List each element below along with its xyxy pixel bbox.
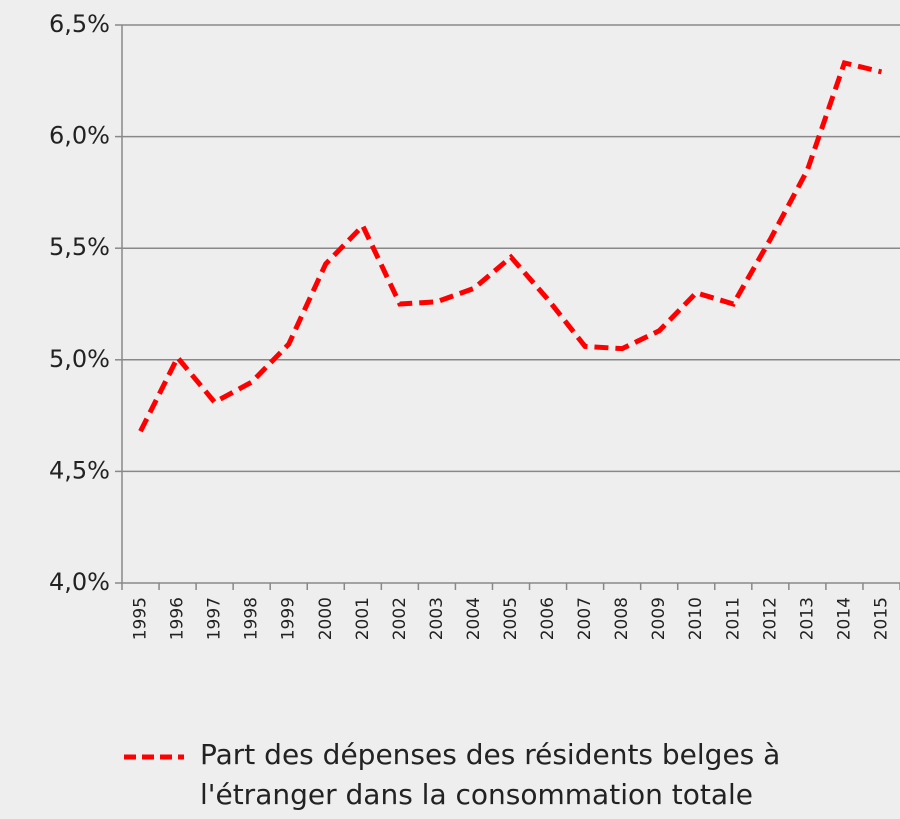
x-tick-label: 2015 <box>871 597 891 640</box>
x-tick-label: 2005 <box>501 597 521 640</box>
legend: Part des dépenses des résidents belges à… <box>120 735 840 815</box>
legend-swatch-box <box>124 754 184 760</box>
y-tick-label: 5,0% <box>49 345 110 373</box>
x-tick-label: 2006 <box>538 597 558 640</box>
x-tick-label: 2000 <box>316 597 336 640</box>
x-tick-label: 2014 <box>834 597 854 640</box>
x-tick-label: 2001 <box>353 597 373 640</box>
y-tick-label: 4,5% <box>49 456 110 484</box>
x-tick-label: 2008 <box>612 597 632 640</box>
x-tick-label: 2009 <box>649 597 669 640</box>
x-tick-label: 2002 <box>390 597 410 640</box>
x-tick-label: 2011 <box>723 597 743 640</box>
y-tick-label: 6,5% <box>49 10 110 38</box>
x-tick-label: 1998 <box>242 597 262 640</box>
x-tick-label: 2007 <box>575 597 595 640</box>
data-line <box>138 59 883 433</box>
x-tick-label: 1997 <box>205 597 225 640</box>
x-tick-label: 2010 <box>686 597 706 640</box>
x-tick-label: 1996 <box>168 597 188 640</box>
x-tick-label: 2013 <box>797 597 817 640</box>
x-tick-label: 1999 <box>279 597 299 640</box>
y-tick-label: 5,5% <box>49 233 110 261</box>
chart: 4,0% 4,5% 5,0% 5,5% 6,0% 6,5% 1995 1996 1997 1998… <box>49 10 900 640</box>
x-tick-label: 2003 <box>427 597 447 640</box>
x-tick-label: 2012 <box>760 597 780 640</box>
x-tick-label: 2004 <box>464 597 484 640</box>
y-tick-label: 4,0% <box>49 568 110 596</box>
legend-label: Part des dépenses des résidents belges à… <box>200 738 781 811</box>
x-tick-label: 1995 <box>131 597 151 640</box>
y-tick-label: 6,0% <box>49 122 110 150</box>
